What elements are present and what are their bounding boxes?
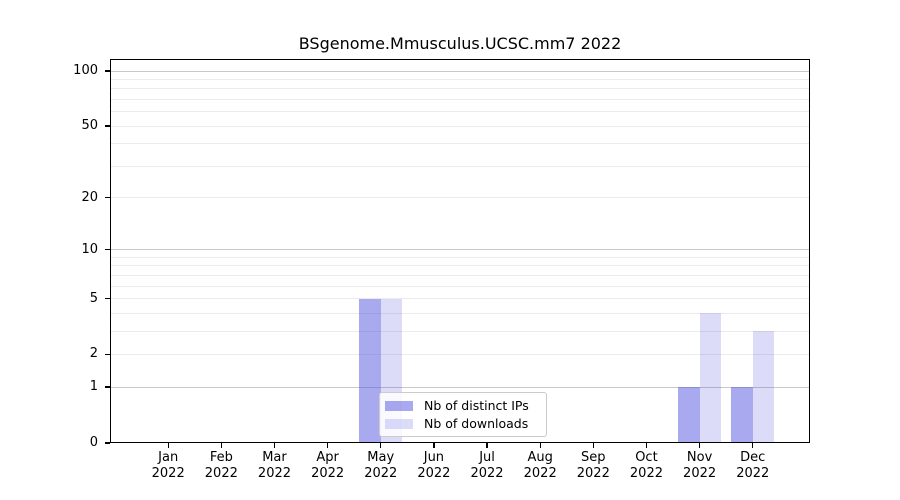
x-tick-label-may: May 2022 xyxy=(364,450,398,481)
gridline-5 xyxy=(110,298,810,300)
legend-swatch-distinct-ips-icon xyxy=(385,400,413,411)
y-tick-50 xyxy=(105,125,110,127)
x-tick-label-aug: Aug 2022 xyxy=(523,450,557,481)
y-tick-label-5: 5 xyxy=(89,290,98,306)
bar-dec-distinct-ips xyxy=(731,387,753,443)
bar-may-distinct-ips xyxy=(359,298,381,443)
gridline-100 xyxy=(110,70,810,72)
gridline-60 xyxy=(110,111,810,113)
gridline-20 xyxy=(110,197,810,199)
y-tick-label-20: 20 xyxy=(81,189,98,205)
legend-swatch-downloads-icon xyxy=(385,418,413,429)
gridline-6 xyxy=(110,285,810,287)
gridline-7 xyxy=(110,274,810,276)
bar-dec-downloads xyxy=(752,331,775,443)
x-tick-label-feb: Feb 2022 xyxy=(204,450,238,481)
x-tick-feb xyxy=(220,443,222,448)
gridline-90 xyxy=(110,78,810,80)
y-tick-1 xyxy=(105,386,110,388)
y-tick-label-0: 0 xyxy=(89,435,98,450)
gridline-80 xyxy=(110,88,810,90)
x-tick-label-nov: Nov 2022 xyxy=(683,450,717,481)
y-tick-label-10: 10 xyxy=(81,241,98,257)
y-tick-2 xyxy=(105,353,110,356)
y-tick-label-1: 1 xyxy=(89,379,98,395)
legend: Nb of distinct IPs Nb of downloads xyxy=(379,392,547,437)
y-tick-5 xyxy=(105,297,110,300)
x-tick-label-jan: Jan 2022 xyxy=(151,450,185,481)
y-tick-20 xyxy=(105,196,110,199)
y-tick-label-100: 100 xyxy=(73,63,98,79)
gridline-40 xyxy=(110,143,810,145)
x-tick-label-jun: Jun 2022 xyxy=(417,450,451,481)
gridline-3 xyxy=(110,330,810,332)
gridline-2 xyxy=(110,353,810,355)
x-tick-label-dec: Dec 2022 xyxy=(736,450,770,481)
x-tick-jan xyxy=(167,443,169,448)
x-tick-label-jul: Jul 2022 xyxy=(470,450,504,481)
gridline-4 xyxy=(110,312,810,314)
gridline-9 xyxy=(110,256,810,258)
bar-nov-downloads xyxy=(699,313,721,443)
gridline-70 xyxy=(110,98,810,100)
y-tick-label-2: 2 xyxy=(89,346,98,362)
x-tick-jun xyxy=(433,443,435,448)
x-tick-label-oct: Oct 2022 xyxy=(629,450,663,481)
bar-nov-distinct-ips xyxy=(678,387,700,443)
y-tick-label-50: 50 xyxy=(81,118,98,134)
legend-label-distinct-ips: Nb of distinct IPs xyxy=(424,398,529,413)
x-tick-dec xyxy=(752,443,754,448)
x-tick-oct xyxy=(645,443,648,448)
x-tick-apr xyxy=(326,443,329,448)
x-tick-may xyxy=(380,443,382,448)
x-tick-label-apr: Apr 2022 xyxy=(311,450,345,481)
x-tick-sep xyxy=(592,443,594,448)
x-tick-jul xyxy=(486,443,488,448)
x-tick-mar xyxy=(273,443,276,448)
x-tick-label-mar: Mar 2022 xyxy=(257,450,292,481)
legend-item-distinct-ips: Nb of distinct IPs xyxy=(385,398,541,413)
y-tick-10 xyxy=(105,249,110,251)
y-tick-0 xyxy=(105,442,110,444)
x-tick-label-sep: Sep 2022 xyxy=(576,450,610,481)
gridline-1 xyxy=(110,386,810,388)
legend-label-downloads: Nb of downloads xyxy=(424,416,529,431)
gridline-30 xyxy=(110,165,810,167)
chart-title: BSgenome.Mmusculus.UCSC.mm7 2022 xyxy=(298,34,622,53)
x-tick-nov xyxy=(698,443,701,448)
gridline-10 xyxy=(110,249,810,251)
gridline-8 xyxy=(110,265,810,267)
gridline-50 xyxy=(110,125,810,127)
legend-item-downloads: Nb of downloads xyxy=(385,416,541,431)
y-tick-100 xyxy=(105,70,110,72)
x-tick-aug xyxy=(539,443,541,448)
